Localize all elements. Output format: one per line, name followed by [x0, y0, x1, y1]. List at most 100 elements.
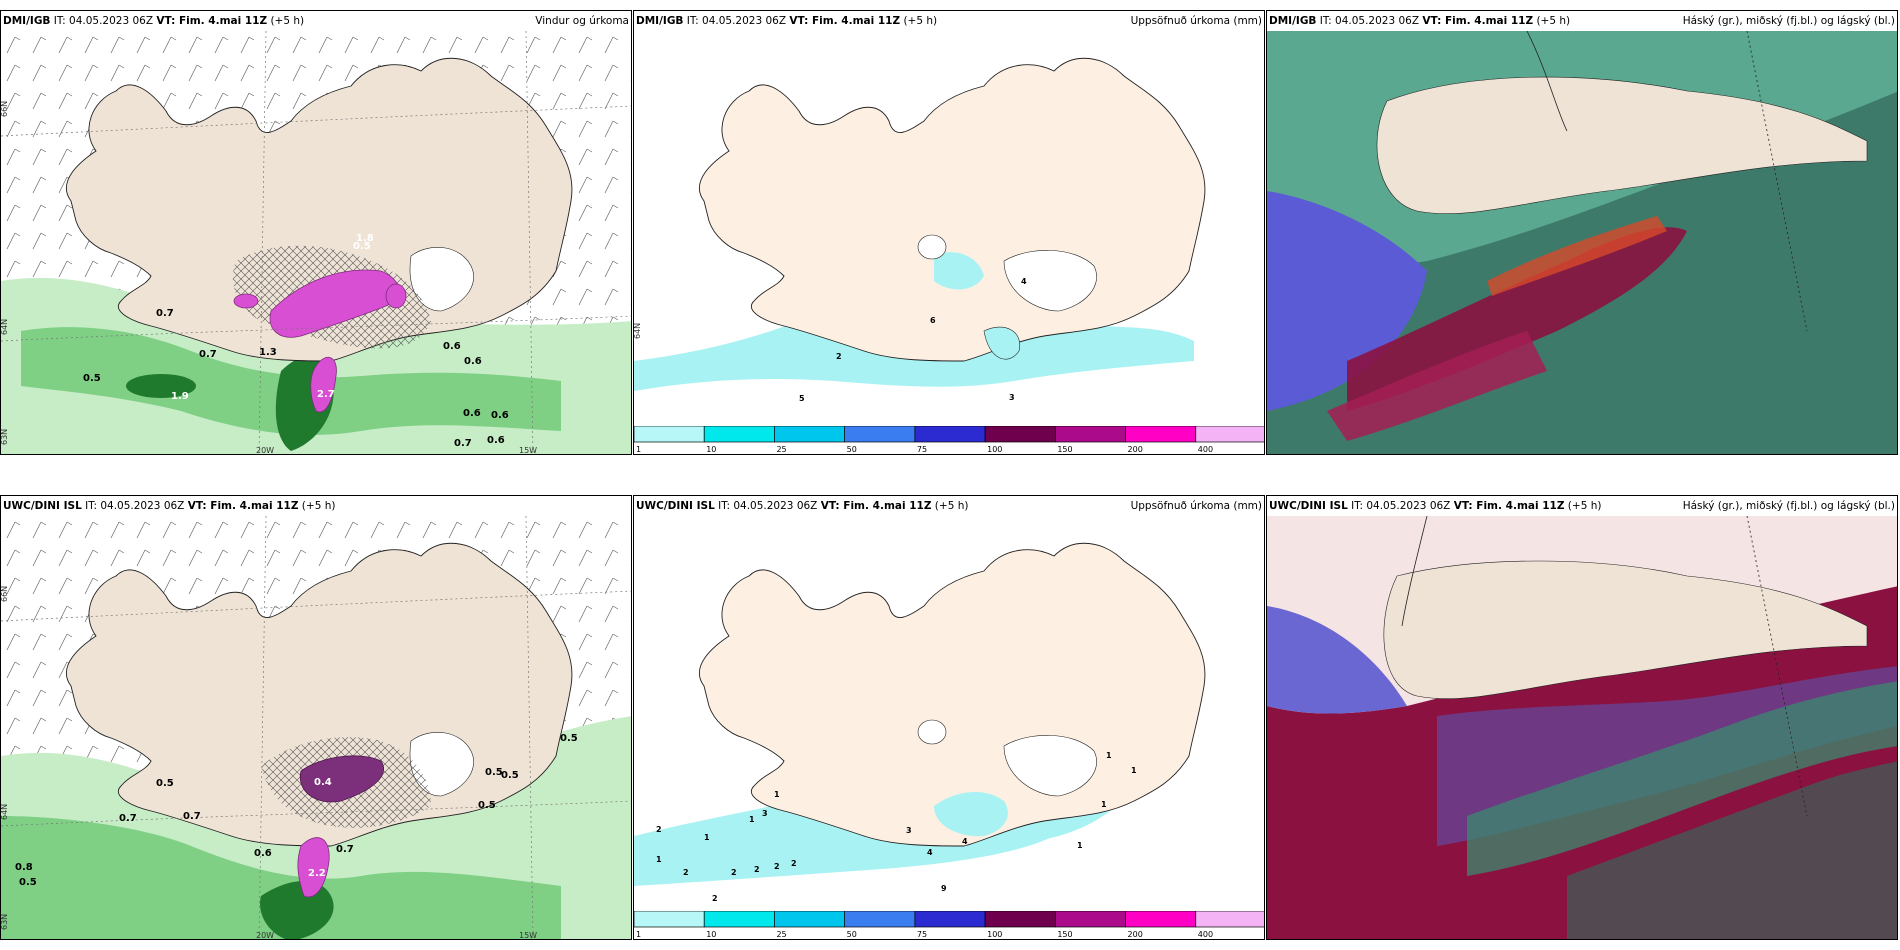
contour-label: 0.5 — [353, 241, 371, 252]
contour-label: 4 — [927, 848, 933, 857]
panel-wind-precip-dmi: DMI/IGB IT: 04.05.2023 06Z VT: Fim. 4.ma… — [0, 10, 632, 455]
valid-time: VT: Fim. 4.mai 11Z — [820, 500, 932, 512]
contour-label: 3 — [762, 809, 768, 818]
valid-time: VT: Fim. 4.mai 11Z — [1453, 500, 1565, 512]
axis-lon-15: 15W — [519, 931, 537, 940]
contour-label: 0.6 — [254, 848, 272, 859]
contour-label: 0.5 — [485, 767, 503, 778]
contour-label: 0.6 — [491, 410, 509, 421]
colorbar-tick-label: 50 — [847, 445, 857, 454]
map-wind-precip: 66N 64N 63N 20W 15W 0.7 0.7 1.3 0.5 1.9 … — [1, 31, 631, 455]
colorbar: 1 10 25 50 75 100 150 200 400 — [634, 911, 1264, 939]
contour-label: 4 — [962, 837, 968, 846]
colorbar-swatch — [1125, 426, 1197, 443]
contour-label: 0.5 — [19, 877, 37, 888]
colorbar-swatch — [703, 426, 775, 443]
panel-header: UWC/DINI ISL IT: 04.05.2023 06Z VT: Fim.… — [634, 496, 1264, 516]
product-title: Háský (gr.), miðský (fj.bl.) og lágský (… — [1682, 500, 1895, 512]
model-name: DMI/IGB — [3, 15, 51, 27]
axis-lat-66: 66N — [1, 101, 9, 117]
panel-header: DMI/IGB IT: 04.05.2023 06Z VT: Fim. 4.ma… — [1, 11, 631, 31]
colorbar-tick-label: 400 — [1198, 445, 1213, 454]
valid-time: VT: Fim. 4.mai 11Z — [187, 500, 299, 512]
colorbar-tick-label: 1 — [636, 445, 641, 454]
contour-label: 0.7 — [156, 308, 174, 319]
product-title: Vindur og úrkoma — [535, 15, 629, 27]
axis-lat-66: 66N — [1, 586, 9, 602]
contour-label: 1 — [1106, 751, 1112, 760]
init-time: IT: 04.05.2023 06Z — [1319, 15, 1420, 27]
colorbar-swatch — [634, 911, 705, 928]
valid-time: VT: Fim. 4.mai 11Z — [156, 15, 268, 27]
colorbar-swatch — [844, 426, 916, 443]
map-wind-precip: 66N 64N 63N 20W 15W 0.5 0.7 0.7 0.6 0.7 … — [1, 516, 631, 940]
colorbar-swatch — [844, 911, 916, 928]
contour-label: 0.5 — [560, 733, 578, 744]
valid-time: VT: Fim. 4.mai 11Z — [789, 15, 901, 27]
contour-label: 6 — [930, 316, 936, 325]
lead-time: (+5 h) — [301, 500, 336, 512]
contour-label: 2 — [683, 868, 689, 877]
axis-lon-20: 20W — [256, 446, 274, 455]
panel-accum-precip-uwc: UWC/DINI ISL IT: 04.05.2023 06Z VT: Fim.… — [633, 495, 1265, 940]
colorbar-swatch — [1195, 911, 1264, 928]
contour-label: 0.5 — [83, 373, 101, 384]
contour-label: 1.8 — [356, 233, 374, 244]
axis-lon-20: 20W — [256, 931, 274, 940]
colorbar-tick-label: 200 — [1128, 445, 1143, 454]
colorbar-tick-label: 10 — [706, 930, 716, 939]
contour-label: 2 — [656, 825, 662, 834]
lead-time: (+5 h) — [903, 15, 938, 27]
contour-label: 0.5 — [156, 778, 174, 789]
panel-header: DMI/IGB IT: 04.05.2023 06Z VT: Fim. 4.ma… — [1267, 11, 1897, 31]
contour-label: 2 — [712, 894, 718, 903]
contour-label: 2 — [836, 352, 842, 361]
colorbar-swatch — [1054, 426, 1126, 443]
panel-wind-precip-uwc: UWC/DINI ISL IT: 04.05.2023 06Z VT: Fim.… — [0, 495, 632, 940]
colorbar-tick-label: 100 — [987, 445, 1002, 454]
contour-label: 1 — [656, 855, 662, 864]
init-time: IT: 04.05.2023 06Z — [53, 15, 154, 27]
contour-label: 0.7 — [183, 811, 201, 822]
axis-lat-64: 64N — [634, 323, 642, 339]
lead-time: (+5 h) — [1567, 500, 1602, 512]
model-name: UWC/DINI ISL — [636, 500, 715, 512]
colorbar-tick-label: 10 — [706, 445, 716, 454]
colorbar-swatch — [914, 426, 986, 443]
contour-label: 0.6 — [463, 408, 481, 419]
contour-label: 0.6 — [443, 341, 461, 352]
contour-label: 2 — [754, 865, 760, 874]
contour-label: 0.5 — [501, 770, 519, 781]
contour-label: 2.7 — [317, 389, 335, 400]
colorbar: 1 10 25 50 75 100 150 200 400 — [634, 426, 1264, 454]
contour-label: 3 — [906, 826, 912, 835]
contour-label: 2 — [731, 868, 737, 877]
contour-label: 3 — [1009, 393, 1015, 402]
contour-label: 1 — [749, 815, 755, 824]
map-clouds — [1267, 516, 1897, 939]
contour-label: 2.2 — [308, 868, 326, 879]
model-name: UWC/DINI ISL — [3, 500, 82, 512]
colorbar-swatch — [1054, 911, 1126, 928]
colorbar-swatch — [634, 426, 705, 443]
contour-label: 0.7 — [199, 349, 217, 360]
colorbar-tick-label: 25 — [776, 445, 786, 454]
panel-accum-precip-dmi: DMI/IGB IT: 04.05.2023 06Z VT: Fim. 4.ma… — [633, 10, 1265, 455]
contour-label: 4 — [1021, 277, 1027, 286]
contour-label: 1 — [1101, 800, 1107, 809]
model-name: DMI/IGB — [1269, 15, 1317, 27]
colorbar-tick-label: 1 — [636, 930, 641, 939]
colorbar-tick-label: 75 — [917, 930, 927, 939]
lead-time: (+5 h) — [1536, 15, 1571, 27]
colorbar-swatch — [984, 426, 1056, 443]
contour-label: 1.3 — [259, 347, 277, 358]
colorbar-swatch — [914, 911, 986, 928]
product-title: Háský (gr.), miðský (fj.bl.) og lágský (… — [1682, 15, 1895, 27]
contour-label: 2 — [774, 862, 780, 871]
colorbar-tick-label: 50 — [847, 930, 857, 939]
axis-lon-15: 15W — [519, 446, 537, 455]
contour-label: 9 — [941, 884, 947, 893]
contour-label: 2 — [791, 859, 797, 868]
precip-magenta — [269, 269, 399, 338]
colorbar-swatch — [984, 911, 1056, 928]
